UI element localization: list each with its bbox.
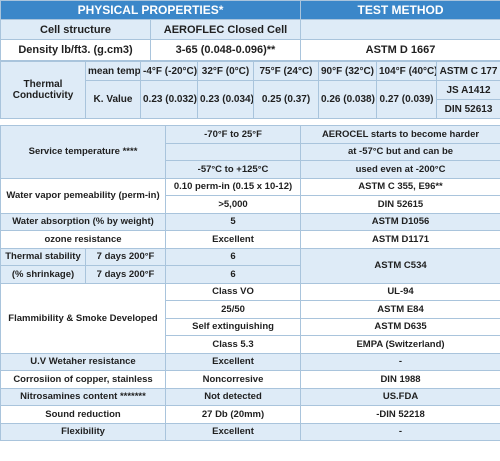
temp: 75°F (24°C) <box>253 61 319 81</box>
test: AEROCEL starts to become harder <box>300 125 500 144</box>
property: Water absorption (% by weight) <box>0 212 167 231</box>
test: ASTM D1171 <box>300 230 500 249</box>
value: 3-65 (0.048-0.096)** <box>150 39 301 61</box>
value: Class 5.3 <box>165 335 302 354</box>
test: US.FDA <box>300 387 500 406</box>
test: ASTM D635 <box>300 317 500 336</box>
value: >5,000 <box>165 195 302 214</box>
value <box>165 142 302 161</box>
value: -70°F to 25°F <box>165 125 302 144</box>
header-row: PHYSICAL PROPERTIES* TEST METHOD <box>0 0 500 20</box>
row: Thermal stability 7 days 200°F 6 ASTM C5… <box>0 247 500 284</box>
value: -57°C to +125°C <box>165 160 302 179</box>
thermal-table: Thermal Conductivity mean temp. -4°F (-2… <box>0 61 500 119</box>
value: 27 Db (20mm) <box>165 405 302 424</box>
value: Noncorresive <box>165 370 302 389</box>
test: EMPA (Switzerland) <box>300 335 500 354</box>
test: ASTM C 355, E96** <box>300 177 500 196</box>
test: used even at -200°C <box>300 160 500 179</box>
property: Thermal Conductivity <box>0 61 86 119</box>
property: Corrosiion of copper, stainless <box>0 370 167 389</box>
row: Corrosiion of copper, stainless Noncorre… <box>0 370 500 389</box>
row: Service temperature **** -70°F to 25°F A… <box>0 125 500 179</box>
value: Excellent <box>165 230 302 249</box>
test: ASTM C 177 <box>436 61 500 81</box>
row: Water absorption (% by weight) 5 ASTM D1… <box>0 212 500 231</box>
test: ASTM D1056 <box>300 212 500 231</box>
temp: 32°F (0°C) <box>197 61 254 81</box>
value: Class VO <box>165 282 302 301</box>
property: Thermal stability <box>0 247 86 266</box>
k-value: 0.23 (0.032) <box>140 80 198 119</box>
test: UL-94 <box>300 282 500 301</box>
test: JS A1412 <box>436 80 500 100</box>
k-value: 0.25 (0.37) <box>253 80 319 119</box>
property: Cell structure <box>0 19 151 40</box>
test: DIN 1988 <box>300 370 500 389</box>
property: Nitrosamines content ******* <box>0 387 167 406</box>
temp: -4°F (-20°C) <box>140 61 198 81</box>
top-table: PHYSICAL PROPERTIES* TEST METHOD Cell st… <box>0 0 500 61</box>
test: DIN 52615 <box>300 195 500 214</box>
row: Thermal Conductivity mean temp. -4°F (-2… <box>0 61 500 119</box>
property: ozone resistance <box>0 230 167 249</box>
test <box>300 19 500 40</box>
header-cell: PHYSICAL PROPERTIES* <box>0 0 301 20</box>
value: Not detected <box>165 387 302 406</box>
value: 6 <box>165 265 302 284</box>
property: (% shrinkage) <box>0 265 86 284</box>
test: ASTM C534 <box>300 247 500 284</box>
row: Flammibility & Smoke Developed Class VO … <box>0 282 500 354</box>
test: DIN 52613 <box>436 99 500 119</box>
property: Sound reduction <box>0 405 167 424</box>
value: Excellent <box>165 422 302 441</box>
temp: 104°F (40°C) <box>376 61 437 81</box>
value: Excellent <box>165 352 302 371</box>
test: - <box>300 422 500 441</box>
property: Water vapor pemeability (perm-in) <box>0 177 167 214</box>
row: Density lb/ft3. (g.cm3) 3-65 (0.048-0.09… <box>0 39 500 61</box>
row: Water vapor pemeability (perm-in) 0.10 p… <box>0 177 500 214</box>
test: at -57°C but and can be <box>300 142 500 161</box>
property: Flammibility & Smoke Developed <box>0 282 167 354</box>
value: AEROFLEC Closed Cell <box>150 19 301 40</box>
label: mean temp. <box>85 61 141 81</box>
row: K. Value 0.23 (0.032) 0.23 (0.034) 0.25 … <box>0 80 500 119</box>
row: Cell structure AEROFLEC Closed Cell <box>0 19 500 40</box>
temp: 90°F (32°C) <box>318 61 377 81</box>
property: U.V Wetaher resistance <box>0 352 167 371</box>
test: - <box>300 352 500 371</box>
property: Density lb/ft3. (g.cm3) <box>0 39 151 61</box>
row: Nitrosamines content ******* Not detecte… <box>0 387 500 406</box>
value: Self extinguishing <box>165 317 302 336</box>
value: 5 <box>165 212 302 231</box>
condition: 7 days 200°F <box>84 247 167 266</box>
label: K. Value <box>85 80 141 119</box>
k-value: 0.27 (0.039) <box>376 80 437 119</box>
header-cell: TEST METHOD <box>300 0 500 20</box>
row: Flexibility Excellent - <box>0 422 500 441</box>
condition: 7 days 200°F <box>84 265 167 284</box>
main-table: Service temperature **** -70°F to 25°F A… <box>0 125 500 441</box>
property: Flexibility <box>0 422 167 441</box>
value: 0.10 perm-in (0.15 x 10-12) <box>165 177 302 196</box>
test: -DIN 52218 <box>300 405 500 424</box>
k-value: 0.26 (0.038) <box>318 80 377 119</box>
test: ASTM E84 <box>300 300 500 319</box>
test: ASTM D 1667 <box>300 39 500 61</box>
row: ozone resistance Excellent ASTM D1171 <box>0 230 500 249</box>
row: Sound reduction 27 Db (20mm) -DIN 52218 <box>0 405 500 424</box>
k-value: 0.23 (0.034) <box>197 80 254 119</box>
value: 6 <box>165 247 302 266</box>
value: 25/50 <box>165 300 302 319</box>
property: Service temperature **** <box>0 125 167 179</box>
row: U.V Wetaher resistance Excellent - <box>0 352 500 371</box>
